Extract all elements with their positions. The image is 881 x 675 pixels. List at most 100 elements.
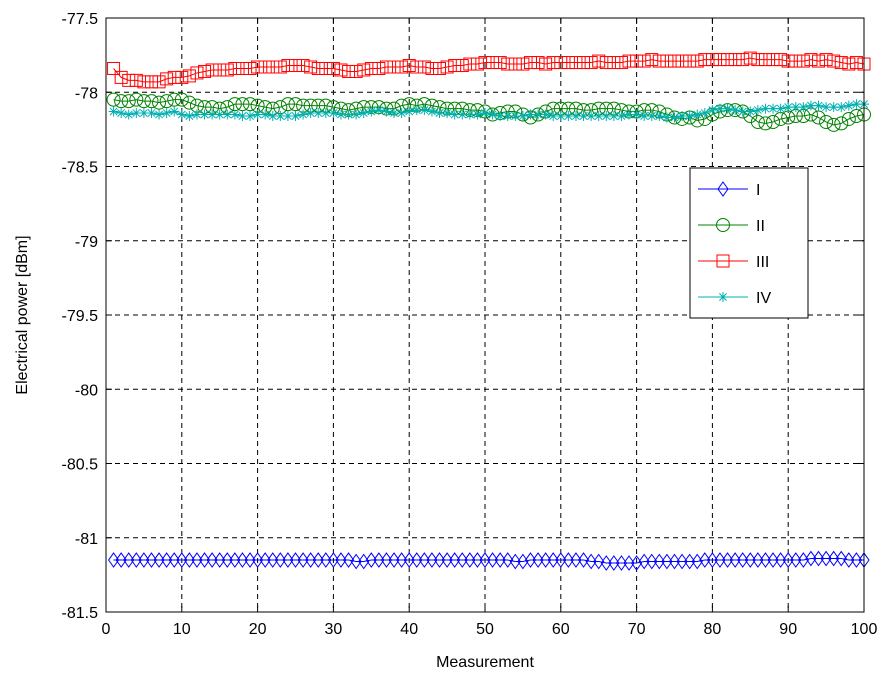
data-point-circle (152, 95, 167, 110)
data-point-square (705, 53, 719, 67)
data-point-star (805, 100, 816, 111)
data-point-star (214, 109, 225, 120)
data-point-diamond (305, 552, 317, 568)
data-point-square (258, 60, 272, 74)
data-point-square (440, 60, 454, 74)
data-point-diamond (577, 552, 590, 568)
data-point-star (639, 111, 650, 122)
data-point-circle (159, 94, 174, 109)
data-point-star (760, 103, 771, 114)
data-point-star (176, 109, 187, 120)
data-point-star (669, 112, 680, 123)
data-point-circle (129, 92, 144, 107)
data-point-star (707, 105, 718, 116)
data-point-star (661, 112, 672, 123)
data-point-star (298, 109, 309, 120)
legend-item: I (698, 181, 760, 199)
y-axis-label: Electrical power [dBm] (14, 235, 31, 394)
data-point-diamond (835, 550, 847, 567)
data-point-star (563, 111, 574, 122)
data-point-star (184, 111, 195, 122)
data-point-diamond (464, 552, 476, 568)
data-point-star (335, 109, 346, 120)
data-point-star (714, 103, 725, 114)
data-point-square (243, 61, 257, 75)
data-point-square (395, 60, 409, 74)
data-point-diamond (259, 552, 271, 568)
data-point-diamond (737, 552, 749, 568)
data-point-square (402, 59, 416, 73)
series-3 (107, 51, 871, 89)
data-point-square (804, 53, 818, 67)
data-point-square (433, 61, 447, 75)
data-point-circle (114, 94, 129, 109)
data-point-diamond (653, 553, 665, 570)
legend-item: IV (698, 290, 771, 307)
data-point-circle (750, 114, 765, 129)
data-point-diamond (320, 552, 332, 568)
x-axis-label: Measurement (436, 654, 534, 671)
data-point-diamond (593, 553, 605, 570)
data-point-star (108, 106, 119, 117)
data-point-square (652, 54, 666, 68)
data-point-square (266, 60, 280, 74)
data-point-square (758, 53, 772, 67)
data-point-star (593, 111, 604, 122)
data-point-square (516, 57, 530, 71)
data-point-square (160, 72, 174, 86)
data-point-square (455, 59, 469, 73)
data-point-diamond (843, 552, 855, 568)
y-tick-label: -78.5 (62, 160, 99, 177)
data-point-star (305, 108, 316, 119)
data-point-star (154, 109, 165, 120)
data-point-square (235, 61, 249, 75)
data-point-square (304, 60, 318, 74)
data-point-diamond (403, 552, 415, 568)
data-point-star (222, 109, 233, 120)
series-line (113, 558, 864, 564)
data-point-diamond (411, 552, 423, 568)
data-point-square (546, 56, 560, 70)
data-point-circle (811, 110, 826, 125)
data-point-star (836, 102, 847, 113)
data-point-diamond (297, 552, 309, 568)
data-point-star (608, 111, 619, 122)
data-point-square (660, 54, 674, 68)
data-point-circle (280, 97, 295, 112)
data-point-diamond (562, 552, 574, 568)
data-point-square (713, 53, 727, 67)
data-point-diamond (418, 552, 430, 568)
data-point-diamond (244, 552, 256, 568)
data-point-square (349, 64, 363, 78)
data-point-diamond (555, 552, 567, 568)
data-point-diamond (441, 552, 453, 568)
data-point-square (122, 73, 136, 87)
data-point-square (766, 53, 780, 67)
data-point-circle (766, 114, 781, 129)
data-point-star (457, 109, 468, 120)
data-point-diamond (638, 553, 650, 570)
data-point-square (622, 54, 636, 68)
data-point-square (198, 64, 212, 78)
x-tick-label: 50 (476, 621, 494, 638)
legend-marker-diamond (717, 181, 729, 197)
data-point-diamond (183, 552, 195, 568)
data-point-circle (121, 94, 136, 109)
data-point-square (599, 56, 613, 70)
data-point-star (790, 102, 801, 113)
data-point-diamond (684, 553, 696, 570)
data-point-star (419, 105, 430, 116)
data-point-square (175, 70, 189, 84)
data-point-diamond (706, 552, 719, 568)
data-point-diamond (782, 552, 794, 568)
data-point-star (252, 109, 263, 120)
data-point-square (387, 60, 401, 74)
legend-label: III (756, 254, 769, 271)
data-point-star (722, 103, 733, 114)
data-point-diamond (570, 552, 582, 568)
x-tick-label: 20 (249, 621, 267, 638)
data-point-diamond (775, 552, 787, 568)
data-point-star (533, 109, 544, 120)
data-point-square (296, 59, 310, 73)
series-1 (107, 550, 870, 571)
